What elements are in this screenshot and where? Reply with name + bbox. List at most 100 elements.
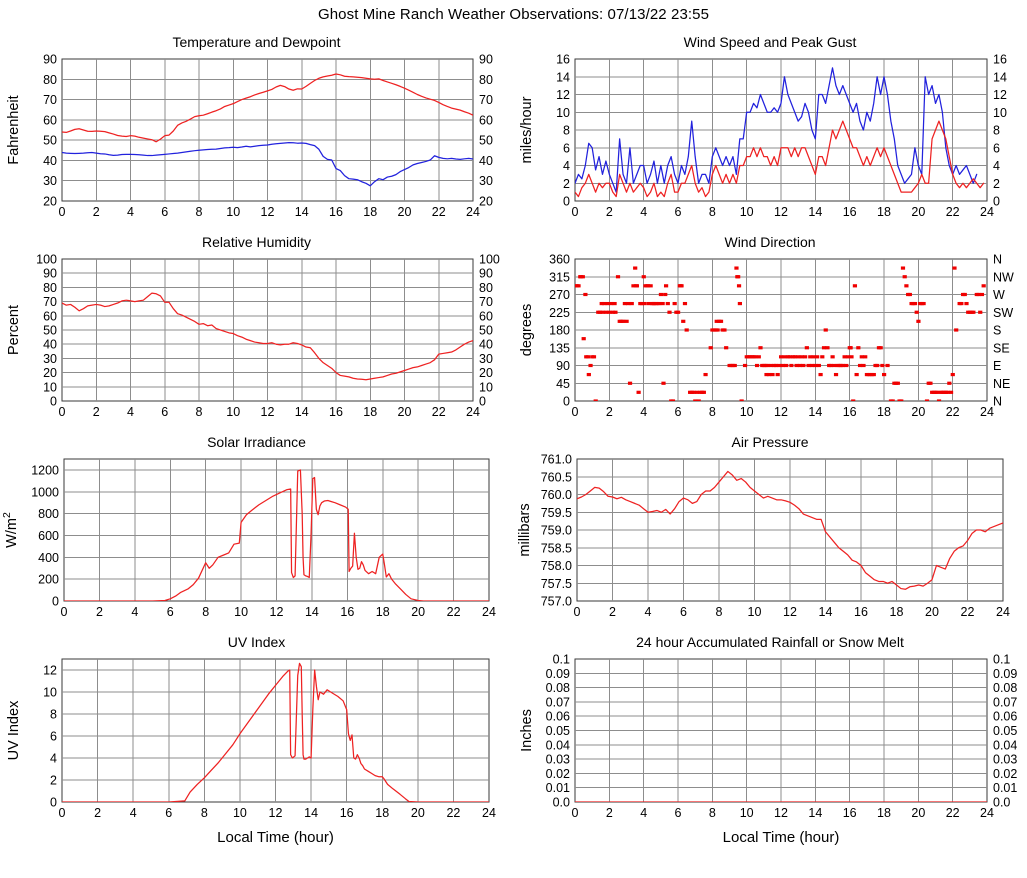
svg-text:8: 8 [201, 806, 208, 820]
svg-text:100: 100 [36, 253, 57, 267]
svg-text:S: S [993, 324, 1001, 338]
svg-text:Local Time (hour): Local Time (hour) [723, 829, 840, 846]
svg-text:NE: NE [993, 377, 1010, 391]
svg-text:0.07: 0.07 [993, 695, 1017, 709]
svg-text:Temperature and Dewpoint: Temperature and Dewpoint [172, 34, 340, 50]
svg-text:10: 10 [748, 605, 762, 619]
svg-text:45: 45 [556, 377, 570, 391]
svg-text:NW: NW [993, 270, 1014, 284]
svg-text:22: 22 [447, 605, 461, 619]
svg-text:24: 24 [482, 806, 496, 820]
svg-text:0.05: 0.05 [546, 724, 570, 738]
svg-text:70: 70 [479, 93, 493, 107]
svg-text:16: 16 [843, 405, 857, 419]
svg-text:miles/hour: miles/hour [519, 96, 535, 163]
svg-text:400: 400 [38, 551, 59, 565]
svg-text:0: 0 [572, 405, 579, 419]
svg-text:600: 600 [38, 529, 59, 543]
svg-text:6: 6 [993, 141, 1000, 155]
svg-text:0: 0 [50, 395, 57, 409]
svg-text:2: 2 [606, 806, 613, 820]
svg-text:16: 16 [340, 605, 354, 619]
svg-text:80: 80 [479, 281, 493, 295]
svg-text:761.0: 761.0 [541, 453, 572, 467]
chart-panel-temperature-dewpoint: Temperature and Dewpoint 0 2 4 6 8 10 12 14 16 18 2… [0, 29, 513, 229]
svg-text:50: 50 [479, 134, 493, 148]
svg-text:60: 60 [43, 113, 57, 127]
svg-text:8: 8 [196, 205, 203, 219]
svg-text:8: 8 [202, 605, 209, 619]
svg-text:W/m2: W/m2 [1, 512, 20, 548]
svg-text:E: E [993, 359, 1001, 373]
svg-text:20: 20 [43, 366, 57, 380]
svg-text:24: 24 [980, 405, 994, 419]
svg-text:20: 20 [411, 605, 425, 619]
svg-text:2: 2 [609, 605, 616, 619]
svg-text:10: 10 [740, 405, 754, 419]
svg-text:2: 2 [93, 405, 100, 419]
svg-text:22: 22 [961, 605, 975, 619]
svg-text:20: 20 [398, 205, 412, 219]
svg-text:0.01: 0.01 [993, 781, 1017, 795]
svg-text:60: 60 [479, 309, 493, 323]
svg-text:24: 24 [466, 205, 480, 219]
svg-text:40: 40 [479, 338, 493, 352]
svg-text:90: 90 [479, 267, 493, 281]
page-title: Ghost Mine Ranch Weather Observations: 0… [317, 6, 710, 23]
svg-text:14: 14 [304, 806, 318, 820]
chart-panel-wind-speed-peak-gust: Wind Speed and Peak Gust 0 2 4 6 8 10 12 14 16 18 2… [513, 29, 1027, 229]
svg-text:0.1: 0.1 [553, 653, 570, 667]
svg-text:225: 225 [549, 306, 570, 320]
svg-text:10: 10 [226, 205, 240, 219]
charts-grid: Temperature and Dewpoint 0 2 4 6 8 10 12 14 16 18 2… [0, 29, 1027, 852]
svg-text:18: 18 [375, 806, 389, 820]
svg-text:30: 30 [43, 352, 57, 366]
svg-text:757.0: 757.0 [541, 595, 572, 609]
svg-text:360: 360 [549, 253, 570, 267]
svg-text:14: 14 [305, 605, 319, 619]
svg-text:4: 4 [640, 806, 647, 820]
svg-text:0: 0 [59, 806, 66, 820]
svg-text:12: 12 [556, 88, 570, 102]
svg-text:50: 50 [479, 324, 493, 338]
svg-text:12: 12 [774, 405, 788, 419]
svg-text:10: 10 [43, 686, 57, 700]
svg-text:14: 14 [808, 205, 822, 219]
svg-text:4: 4 [130, 806, 137, 820]
svg-text:0: 0 [61, 605, 68, 619]
svg-text:315: 315 [549, 270, 570, 284]
svg-text:759.5: 759.5 [541, 506, 572, 520]
svg-text:2: 2 [93, 205, 100, 219]
svg-text:6: 6 [680, 605, 687, 619]
svg-text:18: 18 [363, 405, 377, 419]
svg-text:20: 20 [479, 195, 493, 209]
svg-text:18: 18 [376, 605, 390, 619]
svg-text:0: 0 [574, 605, 581, 619]
svg-text:4: 4 [131, 605, 138, 619]
svg-text:2: 2 [606, 405, 613, 419]
svg-text:10: 10 [479, 380, 493, 394]
svg-text:800: 800 [38, 507, 59, 521]
svg-text:20: 20 [911, 405, 925, 419]
svg-text:16: 16 [993, 53, 1007, 67]
chart-panel-relative-humidity: Relative Humidity 0 2 4 6 8 10 12 14 16 18 20 22 24 0 0… [0, 229, 513, 429]
svg-text:1000: 1000 [31, 485, 59, 499]
svg-text:0.08: 0.08 [546, 681, 570, 695]
svg-text:135: 135 [549, 341, 570, 355]
svg-text:8: 8 [709, 405, 716, 419]
svg-text:22: 22 [946, 405, 960, 419]
svg-text:12: 12 [993, 88, 1007, 102]
svg-text:2: 2 [94, 806, 101, 820]
svg-text:16: 16 [843, 205, 857, 219]
svg-text:Solar Irradiance: Solar Irradiance [207, 434, 306, 450]
svg-text:10: 10 [233, 806, 247, 820]
svg-text:0.04: 0.04 [546, 738, 570, 752]
svg-text:20: 20 [911, 806, 925, 820]
svg-text:14: 14 [993, 70, 1007, 84]
svg-text:12: 12 [774, 806, 788, 820]
svg-text:0: 0 [993, 195, 1000, 209]
svg-text:10: 10 [234, 605, 248, 619]
svg-text:0: 0 [563, 195, 570, 209]
svg-text:18: 18 [363, 205, 377, 219]
svg-text:UV Index: UV Index [228, 634, 286, 650]
